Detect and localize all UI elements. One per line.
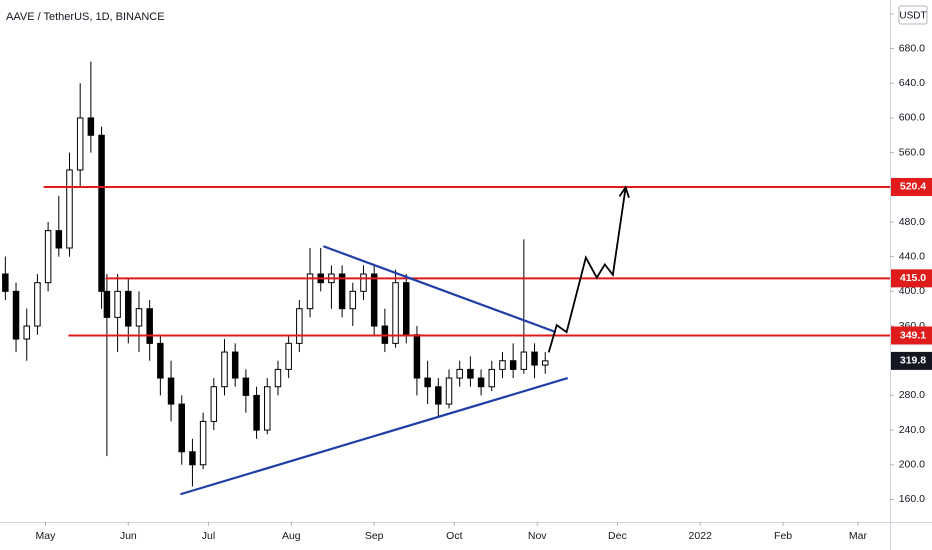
last-price-box [891, 351, 932, 370]
plot-area [2, 61, 890, 496]
x-tick-label: Feb [774, 530, 792, 542]
candle-body [360, 273, 367, 292]
candle-body [34, 282, 41, 327]
candle-body [467, 368, 474, 379]
x-tick-label: 2022 [689, 530, 713, 542]
candle-body [157, 342, 164, 379]
candle-body [98, 134, 105, 292]
y-tick-label: 160.0 [899, 493, 925, 505]
x-tick-label: Mar [849, 530, 868, 542]
x-tick-label: Nov [528, 530, 547, 542]
candle-body [456, 368, 463, 379]
level-label-box [891, 326, 932, 345]
x-tick-label: May [36, 530, 57, 542]
candle-body [531, 351, 538, 366]
arrow-head [618, 185, 630, 199]
candle-body [146, 308, 153, 344]
candle-body [402, 282, 410, 336]
y-tick-label: 400.0 [899, 285, 925, 297]
currency-box [898, 5, 928, 25]
x-tick-label: Jun [120, 530, 137, 542]
candle-body [445, 377, 453, 405]
trendline [180, 377, 568, 496]
candle-body [87, 117, 95, 136]
y-tick-label: 560.0 [899, 146, 925, 158]
candle-body [520, 351, 528, 370]
chart-title: AAVE / TetherUS, 1D, BINANCE [6, 11, 165, 23]
x-tick-label: Sep [365, 530, 384, 542]
candle-body [103, 290, 111, 318]
y-tick-label: 600.0 [899, 112, 925, 124]
candle-body [541, 360, 549, 366]
candle-body [199, 420, 207, 466]
candle-body [296, 308, 303, 344]
level-label: 520.4 [900, 181, 926, 193]
candle-body [167, 377, 175, 405]
candle-body [114, 290, 121, 318]
candle-body [189, 451, 196, 466]
candle-body [221, 351, 228, 388]
candle-body [274, 368, 282, 388]
candle-body [66, 169, 73, 249]
candle-body [253, 394, 260, 431]
candle-body [135, 308, 143, 327]
candle-body [231, 351, 239, 379]
y-tick-label: 200.0 [899, 459, 925, 471]
candle-body [285, 342, 292, 370]
candle-body [125, 290, 132, 327]
candle-body [44, 230, 52, 284]
y-tick-label: 280.0 [899, 389, 925, 401]
candle-body [2, 273, 9, 292]
candle-body [210, 386, 218, 422]
candle-body [264, 386, 271, 431]
candle-body [370, 273, 378, 327]
candle-body [413, 334, 421, 379]
y-tick-label: 240.0 [899, 424, 925, 436]
candle-body [23, 325, 30, 340]
candle-body [242, 377, 250, 396]
candle-body [12, 290, 20, 340]
y-tick-label: 680.0 [899, 42, 925, 54]
candle-body [178, 403, 185, 453]
level-label: 349.1 [900, 329, 926, 341]
x-tick-label: Jul [202, 530, 215, 542]
candle-body [306, 273, 314, 310]
x-tick-label: Dec [608, 530, 627, 542]
candle-body [477, 377, 485, 388]
x-tick-label: Aug [282, 530, 301, 542]
candle-body [488, 368, 496, 388]
last-price-label: 319.8 [900, 355, 926, 367]
currency-label: USDT [899, 11, 926, 22]
candle-body [392, 282, 399, 344]
trendline [323, 245, 557, 334]
y-tick-label: 480.0 [899, 216, 925, 228]
level-label-box [891, 177, 932, 196]
candle-body [499, 360, 506, 370]
y-tick-label: 640.0 [899, 77, 925, 89]
candle-body [349, 290, 357, 310]
candle-body [424, 377, 431, 388]
candle-body [338, 273, 346, 310]
level-label-box [891, 269, 932, 288]
candle-body [55, 230, 63, 249]
level-label: 415.0 [900, 272, 926, 284]
candle-body [435, 386, 442, 405]
projection-path [547, 187, 627, 353]
y-tick-label: 440.0 [899, 250, 925, 262]
candle-body [76, 117, 84, 171]
x-tick-label: Oct [446, 530, 462, 542]
candle-body [509, 360, 517, 370]
